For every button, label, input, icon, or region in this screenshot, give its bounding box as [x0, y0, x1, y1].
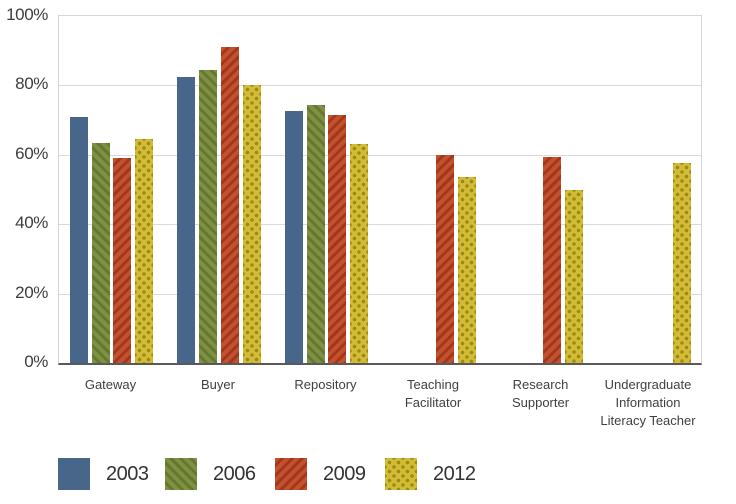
bar-2006-buyer	[199, 69, 218, 363]
gridline-80	[59, 85, 701, 87]
legend-label-2003: 2003	[106, 463, 149, 485]
y-tick-label-100: 100%	[6, 5, 48, 24]
y-tick-label-60: 60%	[15, 143, 48, 163]
gridline-60	[59, 154, 701, 156]
bar-2009-research	[543, 156, 562, 363]
legend-item-2009: 2009	[275, 458, 366, 490]
bar-2009-gateway	[113, 158, 132, 363]
x-category-label: Teaching Facilitator	[404, 377, 462, 410]
legend-item-2012: 2012	[385, 458, 476, 490]
legend-item-2003: 2003	[58, 458, 149, 490]
bar-2006-gateway	[91, 142, 110, 363]
bar-2012-gateway	[135, 139, 154, 363]
x-category-label: Undergraduate Information Literacy Teach…	[600, 377, 696, 428]
plot-area	[58, 15, 702, 365]
legend-label-2006: 2006	[213, 463, 256, 485]
x-category-label: Gateway	[84, 377, 137, 392]
bar-2009-buyer	[220, 47, 239, 363]
bar-2012-repository	[350, 144, 369, 363]
bar-2003-repository	[284, 111, 303, 363]
bar-2009-repository	[328, 114, 347, 363]
legend-label-2009: 2009	[323, 463, 366, 485]
bar-2012-undergraduate	[672, 163, 691, 363]
bar-2012-buyer	[242, 85, 261, 363]
y-tick-label-20: 20%	[15, 282, 48, 302]
bar-2012-teaching	[457, 177, 476, 363]
bar-2006-repository	[306, 104, 325, 363]
legend-item-2006: 2006	[165, 458, 256, 490]
bar-2003-gateway	[69, 116, 88, 363]
x-category-label: Buyer	[201, 377, 235, 392]
y-tick-label-80: 80%	[15, 74, 48, 94]
gridline-20	[59, 293, 701, 295]
y-tick-label-40: 40%	[15, 213, 48, 233]
y-tick-label-0: 0%	[24, 352, 48, 371]
legend-label-2012: 2012	[433, 463, 476, 485]
bar-2003-buyer	[177, 76, 196, 363]
legend-swatch-2009	[275, 458, 307, 490]
gridline-40	[59, 224, 701, 226]
bar-2009-teaching	[435, 154, 454, 363]
legend-swatch-2006	[165, 458, 197, 490]
x-category-label: Repository	[294, 377, 357, 392]
legend-swatch-2003	[58, 458, 90, 490]
legend-swatch-2012	[385, 458, 417, 490]
x-category-label: Research Supporter	[511, 377, 570, 410]
bar-2012-research	[565, 189, 584, 363]
